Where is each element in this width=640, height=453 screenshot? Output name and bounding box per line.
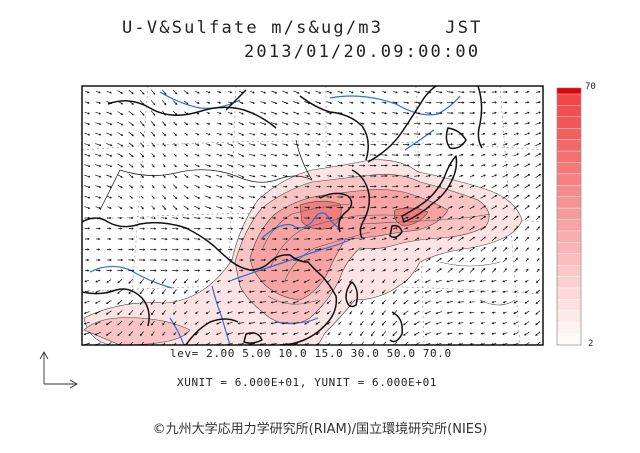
- river-songhua: [404, 129, 435, 151]
- coast-china-mainland: [82, 217, 338, 345]
- shading-level-15b: [394, 207, 429, 227]
- river-mekong: [211, 285, 231, 345]
- coast-philippines: [389, 311, 404, 343]
- map-frame: [81, 85, 544, 346]
- colorbar: [556, 87, 582, 346]
- map-area: [82, 86, 543, 345]
- borders: [99, 139, 313, 211]
- copyright-credit: ©九州大学応用力学研究所(RIAM)/国立環境研究所(NIES): [152, 422, 488, 437]
- colorbar-max-label: 70: [585, 82, 596, 92]
- coast-korea: [351, 169, 371, 239]
- coast-sakhalin: [477, 86, 483, 149]
- river-yellow: [261, 212, 341, 239]
- river-yangtze: [231, 239, 351, 281]
- river-pearl: [274, 317, 319, 324]
- coast-japan-kyushu: [389, 224, 403, 239]
- contour-lines: [261, 203, 516, 306]
- river-west: [89, 265, 173, 289]
- coast-india-north: [82, 288, 150, 327]
- coast-north-border2: [299, 95, 369, 161]
- coast-japan-honshu: [401, 155, 458, 223]
- coast-japan-hokkaido: [445, 127, 467, 150]
- map-title-variable: U-V&Sulfate m/s&ug/m3 JST: [122, 18, 483, 38]
- coast-lake-baikal: [225, 89, 247, 111]
- coast-bohai: [319, 192, 353, 233]
- vector-units: XUNIT = 6.000E+01, YUNIT = 6.000E+01: [177, 376, 438, 389]
- coast-taiwan: [345, 281, 359, 308]
- coastlines: [82, 86, 483, 345]
- colorbar-min-label: 2: [588, 339, 594, 349]
- river-north: [159, 91, 241, 109]
- coast-hainan: [243, 332, 263, 344]
- vector-scale-arrows: [39, 351, 78, 389]
- wind-vectors: [83, 89, 542, 345]
- river-south: [169, 317, 185, 345]
- coast-russia-east: [367, 86, 437, 163]
- contour-levels: lev= 2.00 5.00 10.0 15.0 30.0 50.0 70.0: [170, 347, 452, 360]
- wind-vector-arrows: [83, 89, 542, 345]
- map-title-datetime: 2013/01/20.09:00:00: [244, 42, 481, 62]
- rivers: [89, 91, 461, 345]
